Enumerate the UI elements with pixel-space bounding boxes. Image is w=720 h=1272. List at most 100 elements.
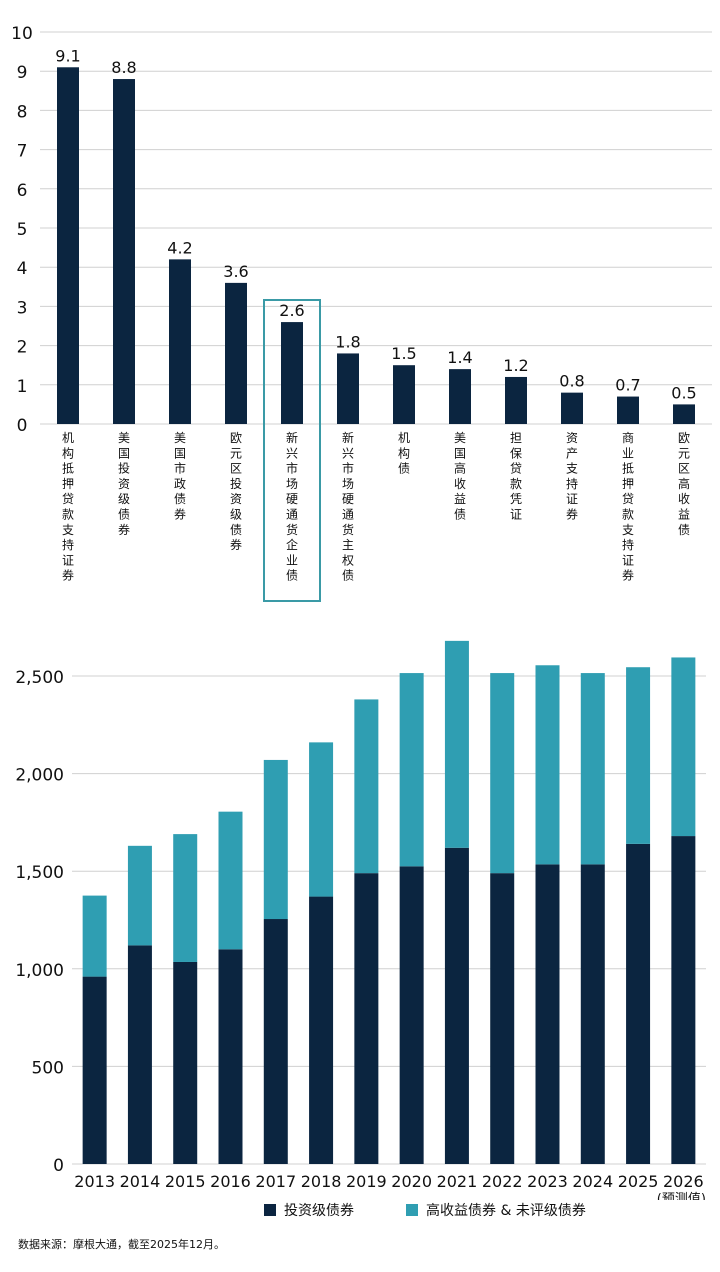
y-tick-label: 2,500 <box>15 668 64 688</box>
data-label: 8.8 <box>111 58 136 77</box>
x-tick-label: 资产支持证券 <box>566 431 578 522</box>
data-label: 0.8 <box>559 372 584 391</box>
stacked-bar-chart-issuance: 0 500 1,000 1,500 2,000 2,500 2013 2014 2015 2016… <box>15 640 706 1200</box>
data-label: 3.6 <box>223 262 248 281</box>
bar-high-yield <box>626 667 651 844</box>
bar <box>673 404 695 424</box>
y-tick-label: 1,500 <box>15 863 64 883</box>
x-tick-label: 2016 <box>210 1172 251 1191</box>
bar <box>281 322 303 424</box>
bar-chart-duration: 0 1 2 3 4 5 6 7 8 9 10 9.1 机构抵押贷款支持证券 8.8 美国投资级债券 4.2 美国… <box>11 24 712 602</box>
x-tick-label: 担保贷款凭证 <box>510 431 522 522</box>
x-tick-label: 机构抵押贷款支持证券 <box>62 431 74 583</box>
x-tick-note: (预测值) <box>657 1191 706 1200</box>
bar-investment-grade <box>671 836 696 1164</box>
bar-investment-grade <box>580 864 605 1164</box>
bar <box>393 365 415 424</box>
bar <box>337 353 359 424</box>
legend-item-high-yield: 高收益债券 & 未评级债券 <box>406 1200 586 1220</box>
bar-investment-grade <box>127 945 152 1164</box>
y-tick-label: 7 <box>17 142 28 162</box>
bar <box>449 369 471 424</box>
y-tick-label: 0 <box>17 416 28 436</box>
x-tick-label: 机构债 <box>398 431 410 476</box>
bar <box>113 79 135 424</box>
bar-high-yield <box>399 673 424 867</box>
x-tick-label: 美国高收益债 <box>454 431 466 522</box>
y-tick-label: 2,000 <box>15 766 64 786</box>
bar-investment-grade <box>263 919 288 1164</box>
highlight-box <box>263 299 321 602</box>
y-tick-label: 500 <box>32 1058 64 1078</box>
x-tick-label: 2022 <box>482 1172 523 1191</box>
bar-investment-grade <box>626 843 651 1164</box>
bar <box>57 67 79 424</box>
x-tick-label: 新兴市场硬通货企业债 <box>286 430 298 583</box>
y-tick-label: 6 <box>17 181 28 201</box>
legend-swatch-investment-grade <box>264 1204 276 1216</box>
legend-label-investment-grade: 投资级债券 <box>284 1203 354 1219</box>
legend-item-investment-grade: 投资级债券 <box>264 1200 354 1220</box>
data-label: 4.2 <box>167 238 192 257</box>
x-tick-label: 商业抵押贷款支持证券 <box>622 430 634 583</box>
legend-label-high-yield: 高收益债券 & 未评级债券 <box>426 1203 586 1219</box>
data-label: 1.8 <box>335 332 360 351</box>
y-tick-label: 2 <box>17 338 28 358</box>
bar-high-yield <box>127 845 152 946</box>
bar-investment-grade <box>173 961 198 1164</box>
data-label: 1.5 <box>391 344 416 363</box>
legend-swatch-high-yield <box>406 1204 418 1216</box>
bar-high-yield <box>263 759 288 920</box>
bar <box>561 392 583 424</box>
bar-high-yield <box>580 673 605 865</box>
bar-high-yield <box>82 895 107 977</box>
bar-high-yield <box>444 640 469 848</box>
x-tick-label: 2014 <box>120 1172 161 1191</box>
bar-investment-grade <box>535 864 560 1164</box>
x-tick-label: 2026 <box>663 1172 704 1191</box>
x-tick-label: 2023 <box>527 1172 568 1191</box>
bar-high-yield <box>173 834 198 962</box>
x-tick-label: 2017 <box>255 1172 296 1191</box>
y-tick-label: 10 <box>11 24 33 44</box>
y-tick-label: 3 <box>17 298 28 318</box>
data-label: 9.1 <box>55 46 80 65</box>
x-tick-label: 2025 <box>618 1172 659 1191</box>
bar-investment-grade <box>490 873 515 1164</box>
bar-investment-grade <box>309 896 334 1164</box>
y-tick-label: 8 <box>17 102 28 122</box>
y-tick-label: 1,000 <box>15 961 64 981</box>
bar <box>617 396 639 424</box>
x-tick-label: 新兴市场硬通货主权债 <box>342 430 354 583</box>
bar-high-yield <box>490 673 515 874</box>
data-label: 0.7 <box>615 376 640 395</box>
x-tick-label: 美国投资级债券 <box>118 431 130 537</box>
bar-high-yield <box>671 657 696 837</box>
x-tick-label: 2024 <box>572 1172 613 1191</box>
x-tick-label: 2020 <box>391 1172 432 1191</box>
bar-high-yield <box>354 699 379 874</box>
bar-high-yield <box>535 665 560 865</box>
bar <box>505 376 527 424</box>
y-tick-label: 0 <box>53 1156 64 1176</box>
bar <box>169 259 191 424</box>
data-label: 1.4 <box>447 348 472 367</box>
x-tick-label: 欧元区高收益债 <box>678 431 690 537</box>
legend: 投资级债券 高收益债券 & 未评级债券 <box>0 1200 720 1224</box>
y-tick-label: 5 <box>17 220 28 240</box>
x-tick-label: 2015 <box>165 1172 206 1191</box>
bar-high-yield <box>309 742 334 897</box>
y-tick-label: 9 <box>17 63 28 83</box>
source-note: 数据来源：摩根大通，截至2025年12月。 <box>18 1238 225 1251</box>
data-label: 2.6 <box>279 301 304 320</box>
y-tick-label: 4 <box>17 259 28 279</box>
x-tick-label: 2019 <box>346 1172 387 1191</box>
x-tick-label: 美国市政债券 <box>174 431 186 522</box>
bar-investment-grade <box>399 866 424 1164</box>
x-tick-label: 2018 <box>301 1172 342 1191</box>
x-tick-label: 2021 <box>437 1172 478 1191</box>
x-tick-label: 2013 <box>74 1172 115 1191</box>
bar <box>225 282 247 424</box>
bar-investment-grade <box>82 976 107 1164</box>
bar-investment-grade <box>444 847 469 1164</box>
